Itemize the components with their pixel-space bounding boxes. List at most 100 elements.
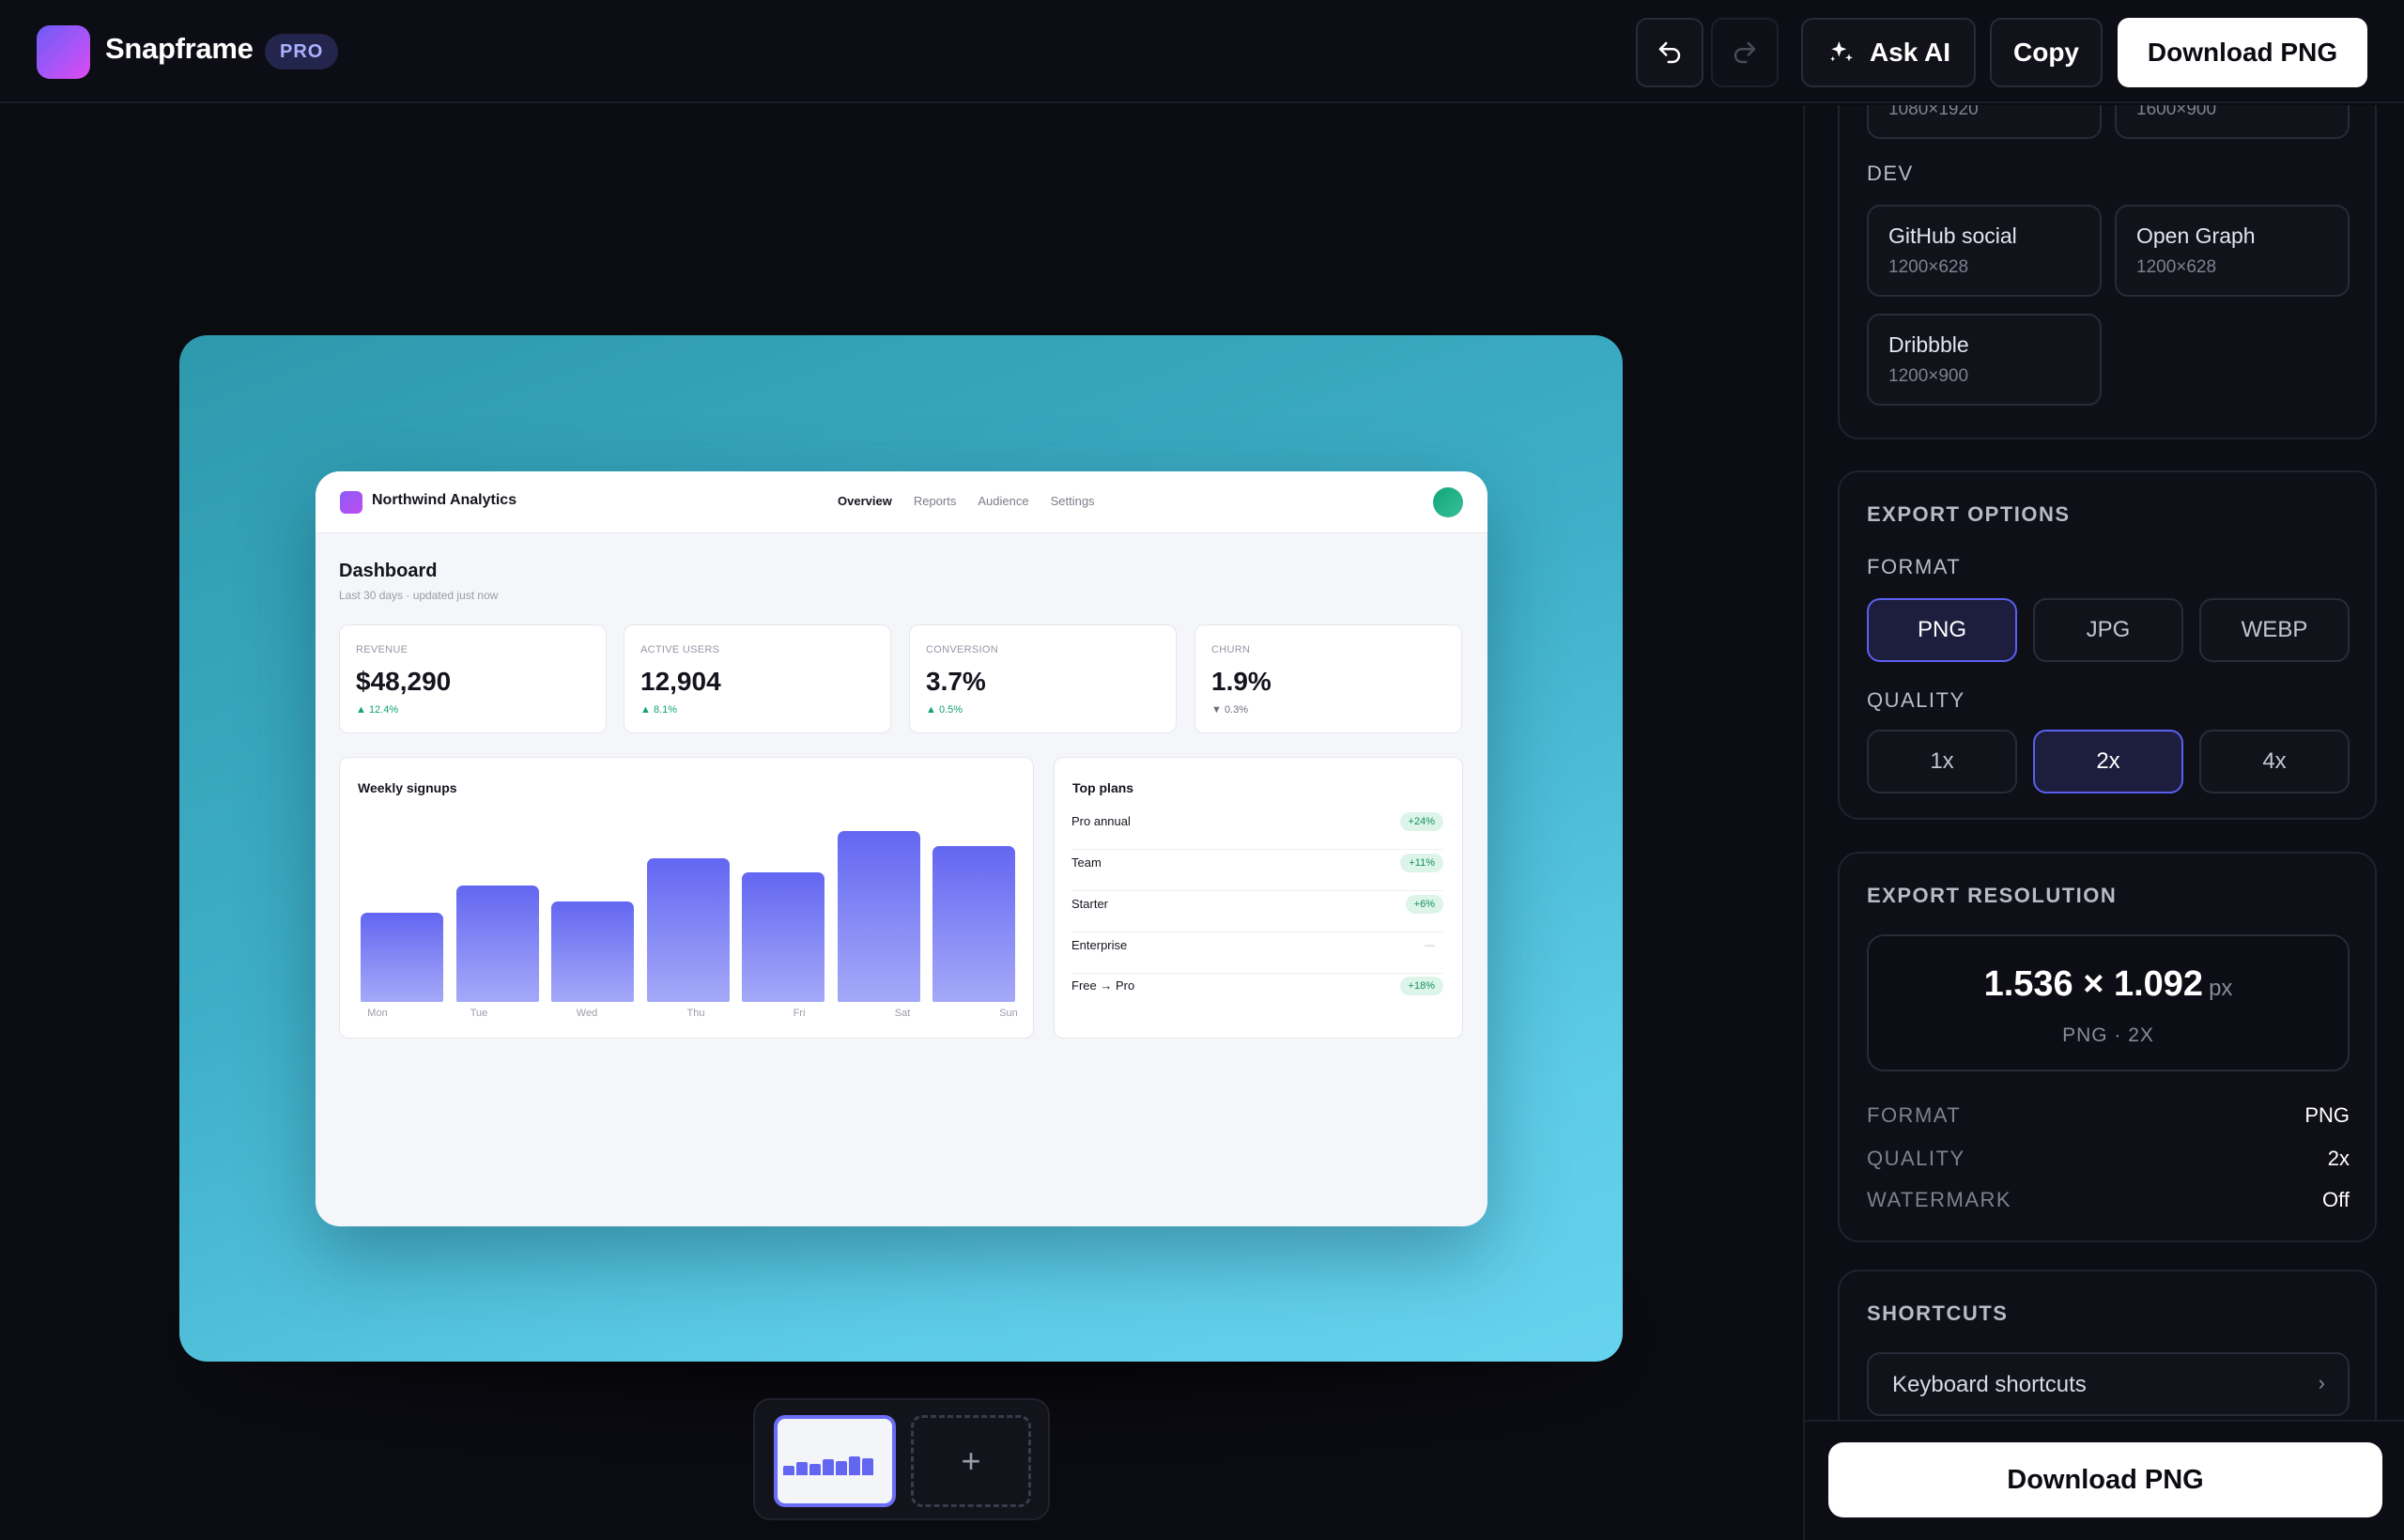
copy-button[interactable]: Copy: [1990, 18, 2103, 87]
bar-sat: [837, 831, 920, 1002]
mock-tabs: Overview Reports Audience Settings: [838, 494, 1095, 508]
bar-tue: [455, 886, 539, 1002]
app-name: Snapframe: [105, 32, 254, 65]
ask-ai-button[interactable]: Ask AI: [1801, 18, 1976, 87]
mock-brand: Northwind Analytics: [372, 492, 517, 508]
resolution-number: 1.536 × 1.092: [1983, 964, 2204, 1004]
thumb-bar: [796, 1462, 808, 1475]
stat-label: CONVERSION: [926, 644, 998, 655]
stat-delta: ▼ 0.3%: [1211, 704, 1249, 716]
plan-tag: —: [1425, 940, 1435, 951]
stat-value: 12,904: [640, 667, 721, 696]
stat-value: 1.9%: [1211, 667, 1271, 696]
plan-name: Pro annual: [1071, 814, 1131, 828]
thumbnail-strip: +: [753, 1398, 1050, 1520]
plan-tag: +6%: [1405, 895, 1443, 914]
mock-page-title: Dashboard: [339, 561, 438, 581]
ask-ai-label: Ask AI: [1869, 38, 1951, 67]
row-value: PNG: [2304, 1103, 2350, 1127]
plan-row: Starter +6%: [1071, 891, 1443, 932]
row-key: FORMAT: [1867, 1103, 1962, 1127]
day-label: Sun: [999, 1008, 1018, 1019]
bottom-action-bar: Download PNG: [1803, 1420, 2404, 1540]
size-card-landscape[interactable]: 1600×900: [2115, 105, 2350, 139]
top-bar: Snapframe PRO Ask AI Copy Download PNG: [0, 0, 2404, 103]
thumb-bar: [809, 1464, 821, 1475]
redo-button[interactable]: [1711, 18, 1779, 87]
stat-delta: ▲ 12.4%: [356, 704, 399, 716]
plan-row: Team +11%: [1071, 850, 1443, 891]
mock-tab-reports: Reports: [913, 494, 957, 508]
bar-mon: [361, 913, 443, 1002]
day-label: Fri: [793, 1008, 806, 1019]
quality-4x-option[interactable]: 4x: [2199, 730, 2350, 793]
resolution-summary: PNG · 2X: [2062, 1024, 2154, 1046]
stat-label: CHURN: [1211, 644, 1251, 655]
stat-label: REVENUE: [356, 644, 408, 655]
plan-tag: +11%: [1400, 854, 1443, 872]
bar-wed: [551, 901, 634, 1002]
plan-name: Free → Pro: [1071, 978, 1135, 993]
plan-row: Enterprise —: [1071, 932, 1443, 974]
format-webp-option[interactable]: WEBP: [2199, 598, 2350, 662]
day-label: Sat: [894, 1008, 911, 1019]
canvas-area: Northwind Analytics Overview Reports Aud…: [0, 105, 1803, 1540]
export-resolution-section: EXPORT RESOLUTION 1.536 × 1.092 px PNG · …: [1838, 852, 2377, 1242]
stat-card-active-users: ACTIVE USERS 12,904 ▲ 8.1%: [624, 624, 891, 733]
size-card-portrait[interactable]: 1080×1920: [1867, 105, 2102, 139]
mock-page-subtitle: Last 30 days · updated just now: [339, 589, 499, 602]
resolution-value: 1.536 × 1.092 px: [1869, 964, 2348, 1005]
keyboard-shortcuts-row[interactable]: Keyboard shortcuts ›: [1867, 1352, 2350, 1416]
chevron-right-icon: ›: [2318, 1371, 2325, 1394]
stat-delta: ▲ 0.5%: [926, 704, 963, 716]
bottom-download-png-button[interactable]: Download PNG: [1828, 1442, 2382, 1517]
shortcuts-heading: SHORTCUTS: [1867, 1301, 2009, 1325]
format-jpg-option[interactable]: JPG: [2033, 598, 2183, 662]
bar-fri: [742, 872, 824, 1002]
stat-card-churn: CHURN 1.9% ▼ 0.3%: [1194, 624, 1462, 733]
stat-delta: ▲ 8.1%: [640, 704, 678, 716]
plan-row: Free → Pro +18%: [1071, 973, 1443, 1014]
format-png-option[interactable]: PNG: [1867, 598, 2017, 662]
stat-label: ACTIVE USERS: [640, 644, 720, 655]
size-card-dribbble[interactable]: Dribbble 1200×900: [1867, 314, 2102, 406]
keyboard-shortcuts-label: Keyboard shortcuts: [1892, 1372, 2087, 1397]
shortcuts-section: SHORTCUTS Keyboard shortcuts ›: [1838, 1270, 2377, 1420]
size-dims: 1200×628: [1888, 257, 1969, 277]
thumb-bar: [836, 1461, 847, 1475]
thumb-bar: [862, 1458, 873, 1475]
add-slide-button[interactable]: +: [911, 1415, 1031, 1507]
dev-heading: DEV: [1867, 162, 1914, 185]
weekly-signups-bars: Mon Tue Wed Thu Fri Sat Sun: [340, 758, 1033, 1040]
thumb-bar: [849, 1456, 860, 1475]
settings-panel[interactable]: 1080×1920 1600×900 DEV GitHub social 120…: [1803, 105, 2404, 1420]
download-png-button[interactable]: Download PNG: [2118, 18, 2367, 87]
weekly-signups-title: Weekly signups: [358, 780, 457, 795]
size-dims: 1200×900: [1888, 366, 1969, 386]
size-name: Open Graph: [2136, 223, 2256, 248]
row-value: 2x: [2327, 1147, 2350, 1170]
app-logo-icon: [37, 25, 90, 79]
mock-avatar: [1433, 487, 1463, 517]
slide-thumbnail-1[interactable]: [774, 1415, 896, 1507]
redo-icon: [1734, 41, 1756, 64]
size-dims: 1600×900: [2136, 105, 2217, 119]
size-dims: 1200×628: [2136, 257, 2217, 277]
quality-1x-option[interactable]: 1x: [1867, 730, 2017, 793]
size-card-github-social[interactable]: GitHub social 1200×628: [1867, 205, 2102, 297]
pro-badge: PRO: [265, 34, 339, 69]
stat-card-conversion: CONVERSION 3.7% ▲ 0.5%: [909, 624, 1177, 733]
day-label: Thu: [686, 1008, 705, 1019]
mock-logo-icon: [340, 491, 362, 514]
day-label: Wed: [576, 1008, 598, 1019]
screenshot-mockup[interactable]: Northwind Analytics Overview Reports Aud…: [316, 471, 1487, 1226]
top-plans-title: Top plans: [1072, 780, 1134, 795]
size-card-open-graph[interactable]: Open Graph 1200×628: [2115, 205, 2350, 297]
quality-heading: QUALITY: [1867, 688, 1965, 712]
resolution-unit: px: [2209, 976, 2233, 1001]
undo-button[interactable]: [1636, 18, 1703, 87]
stat-value: $48,290: [356, 667, 452, 696]
quality-2x-option[interactable]: 2x: [2033, 730, 2183, 793]
undo-icon: [1658, 41, 1681, 64]
resolution-display: 1.536 × 1.092 px PNG · 2X: [1867, 934, 2350, 1071]
